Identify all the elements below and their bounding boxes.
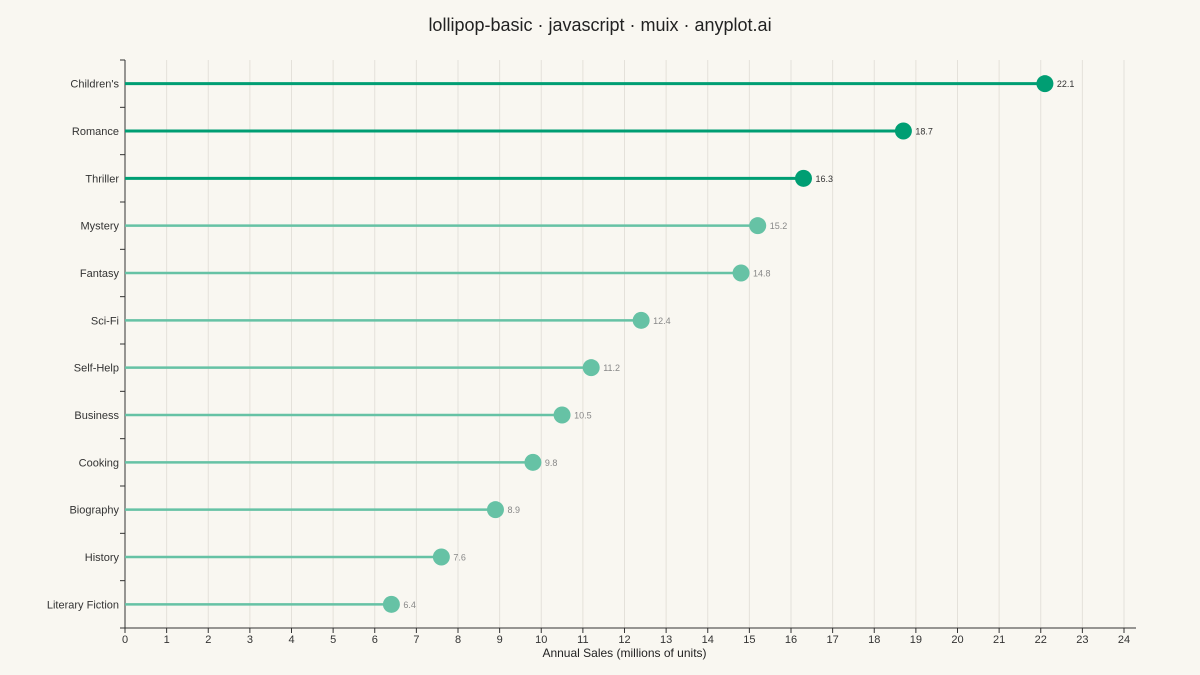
x-tick-label: 0 [122, 634, 128, 646]
value-label: 22.1 [1057, 79, 1075, 89]
category-label: Romance [72, 126, 119, 138]
category-label: Self-Help [74, 363, 119, 375]
value-label: 8.9 [507, 505, 520, 515]
x-tick-label: 2 [205, 634, 211, 646]
lollipop-dot [432, 548, 450, 566]
value-label: 16.3 [815, 174, 833, 184]
value-label: 7.6 [453, 553, 466, 563]
x-tick-label: 20 [951, 634, 963, 646]
x-tick-label: 17 [827, 634, 839, 646]
lollipop-dot [486, 501, 504, 519]
category-label: Children's [70, 79, 119, 91]
chart-title: lollipop-basic · javascript · muix · any… [428, 15, 772, 35]
lollipop-dot [582, 359, 600, 377]
lollipop-dot [1036, 75, 1054, 93]
value-label: 6.4 [403, 600, 416, 610]
x-tick-label: 21 [993, 634, 1005, 646]
x-tick-label: 11 [577, 634, 588, 646]
value-label: 14.8 [753, 269, 771, 279]
category-label: Cooking [79, 457, 119, 469]
x-tick-label: 14 [702, 634, 714, 646]
category-label: Biography [69, 505, 119, 517]
category-label: Thriller [85, 173, 119, 185]
lollipop-dot [553, 406, 571, 424]
value-label: 11.2 [603, 363, 620, 373]
x-tick-label: 18 [868, 634, 880, 646]
value-label: 12.4 [653, 316, 671, 326]
category-label: Literary Fiction [47, 599, 119, 611]
value-label: 18.7 [915, 127, 933, 137]
lollipop-dot [382, 595, 400, 613]
x-tick-label: 16 [785, 634, 797, 646]
value-label: 9.8 [545, 458, 558, 468]
lollipop-dot [732, 264, 750, 282]
category-label: Business [74, 410, 119, 422]
x-tick-label: 3 [247, 634, 253, 646]
category-label: Mystery [81, 221, 120, 233]
category-label: Sci-Fi [91, 315, 119, 327]
x-tick-label: 19 [910, 634, 922, 646]
x-tick-label: 15 [743, 634, 755, 646]
lollipop-dot [632, 311, 650, 329]
lollipop-dot [749, 217, 767, 235]
x-tick-label: 1 [164, 634, 170, 646]
x-tick-label: 22 [1035, 634, 1047, 646]
x-axis-title: Annual Sales (millions of units) [542, 646, 706, 660]
x-tick-label: 23 [1076, 634, 1088, 646]
value-label: 15.2 [770, 221, 788, 231]
x-tick-label: 5 [330, 634, 336, 646]
category-label: History [85, 552, 120, 564]
x-tick-label: 10 [535, 634, 547, 646]
lollipop-dot [794, 169, 812, 187]
x-tick-label: 8 [455, 634, 461, 646]
lollipop-dot [894, 122, 912, 140]
x-tick-label: 12 [618, 634, 630, 646]
lollipop-dot [524, 453, 542, 471]
category-label: Fantasy [80, 268, 120, 280]
x-tick-label: 24 [1118, 634, 1130, 646]
x-tick-label: 4 [288, 634, 294, 646]
x-tick-label: 7 [413, 634, 419, 646]
x-tick-label: 13 [660, 634, 672, 646]
value-label: 10.5 [574, 411, 592, 421]
x-tick-label: 6 [372, 634, 378, 646]
x-tick-label: 9 [497, 634, 503, 646]
